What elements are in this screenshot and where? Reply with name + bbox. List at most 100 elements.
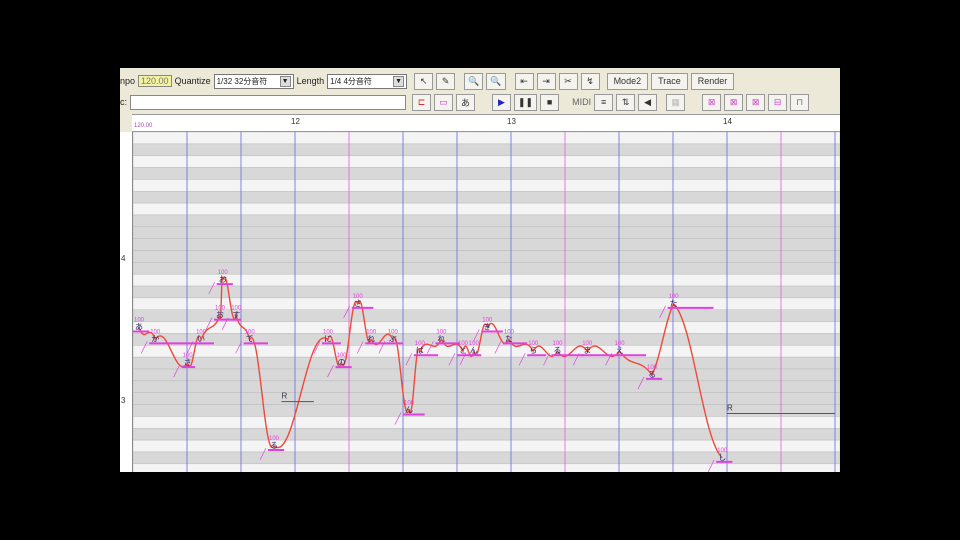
- insert-button[interactable]: ⊏: [412, 93, 432, 111]
- play-button[interactable]: ▶: [492, 93, 512, 111]
- note-lyric[interactable]: あ: [135, 323, 143, 332]
- note-lyric[interactable]: て: [246, 334, 254, 343]
- select-tool-button[interactable]: ↖: [414, 72, 434, 90]
- note-lyric[interactable]: る: [648, 370, 656, 379]
- note-lyric[interactable]: に: [324, 334, 332, 343]
- envelope-button-2[interactable]: ⊠: [724, 93, 744, 111]
- key-row: [133, 214, 840, 228]
- piano-roll-canvas[interactable]: RR100あ100か100さ100い100お100お100す100て100る10…: [133, 132, 840, 472]
- envelope-button-3[interactable]: ⊠: [746, 93, 766, 111]
- go-start-button[interactable]: ⇤: [514, 72, 534, 90]
- lyric-input[interactable]: [130, 94, 407, 110]
- note-envelope: [173, 364, 180, 378]
- stop-button[interactable]: ■: [540, 93, 560, 111]
- note-lyric[interactable]: た: [670, 299, 678, 308]
- note-lyric[interactable]: と: [459, 346, 467, 355]
- note-lyric[interactable]: の: [338, 358, 346, 367]
- note-lyric[interactable]: れ: [367, 334, 375, 343]
- pause-button[interactable]: ❚❚: [514, 93, 538, 111]
- note-velocity: 100: [582, 341, 593, 347]
- pencil-tool-button[interactable]: ✎: [436, 72, 456, 90]
- note-lyric[interactable]: か: [151, 334, 159, 343]
- split-button[interactable]: ✂: [558, 72, 578, 90]
- note-lyric[interactable]: は: [416, 346, 424, 355]
- key-row: [133, 285, 840, 299]
- disabled-button[interactable]: ▦: [666, 93, 686, 111]
- note-envelope: [235, 341, 243, 354]
- note-lyric[interactable]: し: [718, 453, 726, 462]
- note-envelope: [472, 329, 480, 342]
- note-velocity: 100: [231, 306, 242, 312]
- key-row: [133, 439, 840, 453]
- note-lyric[interactable]: お: [216, 311, 224, 320]
- note-velocity: 100: [436, 329, 447, 335]
- note-envelope: [221, 317, 229, 330]
- note-lyric[interactable]: さ: [354, 299, 362, 308]
- note-lyric[interactable]: ら: [529, 346, 537, 355]
- key-row: [133, 404, 840, 417]
- note-velocity: 100: [388, 329, 399, 335]
- note-velocity: 100: [215, 306, 226, 312]
- rest-label: R: [727, 403, 733, 412]
- note-lyric[interactable]: す: [232, 311, 240, 320]
- key-row: [133, 132, 840, 145]
- note-envelope: [605, 353, 612, 366]
- zoom-out-button[interactable]: 🔍: [486, 72, 506, 90]
- trace-button[interactable]: Trace: [651, 72, 688, 90]
- midi-sync-button[interactable]: ⇅: [616, 93, 636, 111]
- envelope-button-5[interactable]: ⊓: [790, 93, 810, 111]
- key-row: [133, 238, 840, 251]
- zoom-in-button[interactable]: 🔍: [464, 72, 484, 90]
- length-select[interactable]: 1/4 4分音符 ▼: [327, 73, 408, 89]
- note-lyric[interactable]: お: [219, 275, 227, 284]
- merge-button[interactable]: ↯: [580, 72, 600, 90]
- region-button[interactable]: ▭: [434, 93, 454, 111]
- chevron-down-icon: ▼: [393, 75, 405, 87]
- note-lyric[interactable]: ん: [470, 346, 478, 355]
- mode2-button[interactable]: Mode2: [606, 72, 649, 90]
- note-velocity: 100: [134, 318, 145, 324]
- measure-ruler[interactable]: 120.00 12 13 14: [132, 114, 840, 132]
- envelope-button-4[interactable]: ⊟: [768, 93, 788, 111]
- envelope-button-1[interactable]: ⊠: [702, 93, 722, 111]
- note-velocity: 100: [150, 329, 161, 335]
- note-envelope: [494, 341, 502, 354]
- note-velocity: 100: [366, 329, 377, 335]
- toolbar-row-2: c: ⊏ ▭ あ ▶ ❚❚ ■ MIDI ≡ ⇅ ◀ ▦ ⊠ ⊠ ⊠ ⊟ ⊓: [120, 91, 840, 113]
- go-end-button[interactable]: ⇥: [536, 72, 556, 90]
- key-row: [133, 262, 840, 275]
- octave-label: 4: [121, 254, 126, 263]
- note-lyric[interactable]: れ: [437, 334, 445, 343]
- note-lyric[interactable]: る: [270, 441, 278, 450]
- note-velocity: 100: [415, 341, 426, 347]
- key-row: [133, 451, 840, 465]
- note-velocity: 100: [269, 436, 280, 442]
- octave-label: 3: [121, 396, 126, 405]
- note-envelope: [448, 353, 456, 366]
- note-lyric[interactable]: ぶ: [389, 334, 397, 343]
- midi-in-button[interactable]: ≡: [594, 93, 614, 111]
- toolbar-row-1: npo 120.00 Quantize 1/32 32分音符 ▼ Length 1…: [120, 70, 840, 92]
- note-lyric[interactable]: い: [197, 334, 205, 343]
- note-lyric[interactable]: え: [616, 346, 624, 355]
- tempo-field[interactable]: 120.00: [138, 75, 172, 87]
- note-envelope: [205, 317, 213, 330]
- render-button[interactable]: Render: [690, 72, 735, 90]
- piano-keys[interactable]: 4 3: [120, 132, 133, 472]
- note-velocity: 100: [504, 329, 515, 335]
- lyric-tool-button[interactable]: あ: [456, 93, 476, 111]
- note-lyric[interactable]: ま: [583, 346, 591, 355]
- key-row: [133, 179, 840, 192]
- note-lyric[interactable]: き: [483, 323, 491, 332]
- quantize-select[interactable]: 1/32 32分音符 ▼: [213, 73, 294, 89]
- note-lyric[interactable]: た: [505, 334, 513, 343]
- note-velocity: 100: [669, 294, 680, 300]
- note-lyric[interactable]: ん: [405, 405, 413, 414]
- length-label: Length: [296, 76, 325, 86]
- note-lyric[interactable]: さ: [184, 358, 192, 367]
- key-row: [133, 226, 840, 239]
- speaker-button[interactable]: ◀: [638, 93, 658, 111]
- note-lyric[interactable]: る: [554, 346, 562, 355]
- note-velocity: 100: [553, 341, 564, 347]
- key-row: [133, 356, 840, 370]
